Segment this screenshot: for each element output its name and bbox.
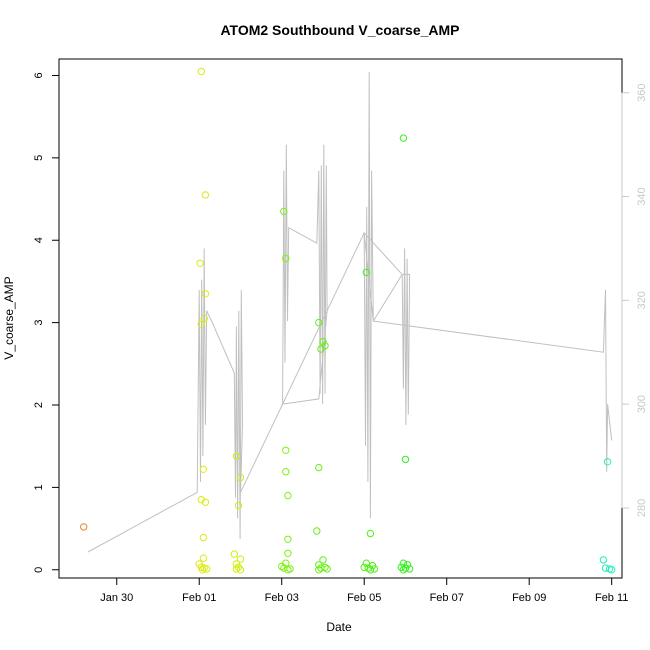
y-tick-label: 3 [33,320,45,326]
data-point [397,563,405,571]
data-point [321,563,329,571]
data-point [319,337,327,346]
data-point [282,446,290,454]
points-layer [80,67,616,574]
data-point [313,527,321,535]
data-point [201,191,210,199]
data-point [234,563,243,571]
data-point [201,498,210,506]
data-point [284,491,292,500]
data-point [608,566,616,574]
data-point [197,67,206,76]
data-point [399,134,408,142]
data-point [197,320,206,328]
data-point [323,565,331,573]
data-point [230,550,239,558]
y-axis: 0 1 2 3 4 5 6 [33,72,60,573]
x-tick-label: Feb 03 [265,592,299,604]
data-point [319,556,327,564]
data-point [315,463,323,472]
data-point [236,473,245,482]
chart-title: ATOM2 Southbound V_coarse_AMP [220,22,459,38]
data-point [236,555,245,563]
y2-tick-label: 340 [636,187,648,205]
data-point [196,259,204,267]
data-point [278,562,286,571]
plot-area-border [58,58,623,579]
data-point [362,559,370,567]
y2-tick-label: 360 [636,84,648,102]
y-tick-label: 5 [33,155,45,161]
data-point [399,566,408,574]
x-tick-label: Feb 09 [512,592,546,604]
x-tick-label: Feb 11 [595,592,628,604]
data-point [284,535,292,543]
y-tick-label: 6 [33,72,45,78]
y2-axis: 280 300 320 340 360 [621,84,648,517]
data-point [198,566,207,574]
y-tick-label: 0 [33,567,45,573]
y-tick-label: 1 [33,484,45,490]
data-point [199,533,208,542]
data-point [203,565,211,573]
data-point [317,345,325,353]
x-tick-label: Feb 01 [182,592,216,604]
secondary-line-layer [87,71,613,553]
data-point [232,565,241,573]
y2-tick-label: 280 [636,499,648,517]
data-point [362,268,370,277]
data-point [401,564,410,572]
data-point [201,290,210,298]
y-tick-label: 2 [33,402,45,408]
x-axis-label: Date [326,620,352,634]
data-point [401,455,410,464]
y-axis-label: V_coarse_AMP [2,276,16,359]
data-point [599,556,608,564]
x-tick-label: Jan 30 [100,592,133,604]
data-point [360,563,368,571]
data-point [282,468,290,476]
data-point [315,318,323,327]
data-point [236,566,245,574]
data-point [315,566,323,574]
y2-tick-label: 320 [636,291,648,309]
data-point [370,565,379,573]
data-point [199,554,208,562]
data-point [232,452,241,460]
data-point [234,501,243,510]
data-point [197,496,206,504]
data-point [366,566,375,574]
x-tick-label: Feb 07 [430,592,464,604]
data-point [280,207,288,216]
data-point [282,254,290,263]
data-point [366,529,375,538]
data-point [200,314,208,323]
y-tick-label: 4 [33,237,45,243]
data-point [284,566,292,574]
x-tick-label: Feb 05 [347,592,381,604]
data-point [603,458,612,466]
data-point [284,549,292,557]
data-point [80,523,88,531]
x-axis: Jan 30 Feb 01 Feb 03 Feb 05 Feb 07 Feb 09 Feb … [100,577,628,604]
secondary-series-line [87,71,613,553]
data-point [199,465,208,473]
y2-tick-label: 300 [636,395,648,413]
